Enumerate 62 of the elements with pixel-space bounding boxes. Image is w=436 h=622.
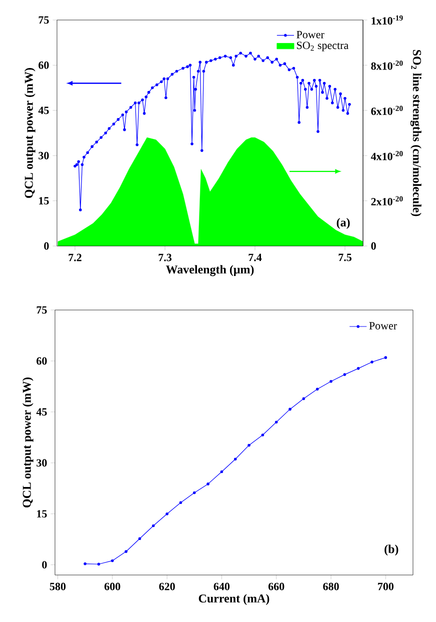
point (179, 501, 182, 504)
y-tick-label: 15 (39, 197, 49, 204)
point (220, 470, 224, 474)
point (138, 537, 142, 540)
y2-tick-label: 2x10$^{-20}$ (371, 196, 403, 206)
point (248, 444, 250, 447)
y-tick-label: 30 (38, 152, 49, 160)
point (234, 458, 237, 461)
point (152, 524, 155, 528)
point (206, 482, 210, 486)
point (261, 434, 264, 436)
point (166, 512, 168, 516)
point (110, 559, 114, 562)
point (84, 562, 86, 566)
y-tick-label: 75 (36, 306, 47, 314)
y-tick-label: 0 (44, 242, 49, 250)
y-axis-title: QCL output power (mW) (24, 68, 36, 198)
point (370, 360, 374, 364)
point (97, 562, 100, 566)
y-tick-label: 0 (42, 561, 47, 569)
legend-label: Power (296, 30, 324, 38)
point (356, 367, 360, 370)
x-tick-label: 660 (268, 582, 284, 590)
x-axis-title: Wavelength (μm) (166, 265, 254, 276)
x-tick-label: 680 (323, 582, 339, 590)
y2-tick-label: 8x10$^{-20}$ (371, 60, 403, 70)
point (124, 550, 128, 553)
point (302, 397, 306, 400)
x-tick-label: 7.5 (338, 254, 352, 262)
point (384, 356, 388, 359)
annotation: (a) (336, 218, 350, 229)
x-tick-label: 640 (214, 582, 230, 590)
point (343, 373, 346, 376)
point (316, 388, 319, 391)
point (192, 491, 196, 494)
point (288, 408, 292, 411)
y2-tick-label: 4x10$^{-20}$ (370, 150, 403, 160)
y-tick-label: 30 (36, 459, 47, 467)
legend-label: Power (369, 322, 397, 330)
annotation: (b) (384, 544, 398, 556)
point (274, 420, 278, 424)
y-tick-label: 60 (38, 62, 49, 69)
y-tick-label: 15 (37, 510, 47, 518)
y2-tick-label: 1x10$^{-19}$ (372, 15, 403, 25)
y2-tick-label: 6x10$^{-20}$ (371, 106, 403, 116)
y-tick-label: 60 (36, 357, 47, 365)
x-tick-label: 7.3 (158, 254, 172, 262)
x-tick-label: 620 (159, 582, 175, 590)
x-tick-label: 7.2 (68, 254, 82, 262)
y-tick-label: 75 (38, 16, 49, 24)
x-tick-label: 700 (378, 582, 394, 590)
y-axis-title: QCL output power (mW) (22, 378, 34, 508)
y-tick-label: 45 (36, 408, 47, 416)
y-tick-label: 45 (38, 106, 49, 114)
y2-axis-title: SO$_{2}$ line strengths (cm/molecule) (410, 50, 422, 216)
x-tick-label: 7.4 (248, 254, 262, 262)
x-tick-label: 580 (50, 582, 66, 590)
x-axis-title: Current (mA) (198, 594, 270, 605)
legend-label: SO$_{2}$ spectra (297, 42, 348, 52)
x-tick-label: 600 (104, 582, 120, 590)
point (330, 380, 332, 383)
y2-tick-label: 0 (371, 242, 376, 250)
